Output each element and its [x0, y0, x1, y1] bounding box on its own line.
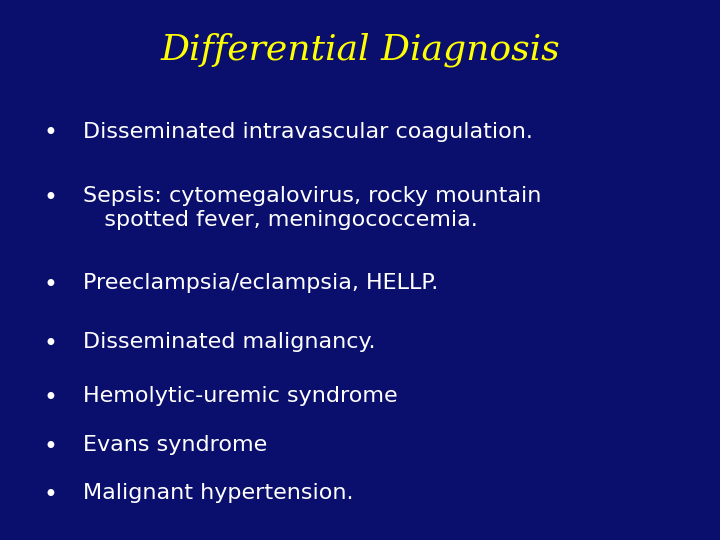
Text: •: • [43, 273, 58, 296]
Text: Evans syndrome: Evans syndrome [83, 435, 267, 455]
Text: Preeclampsia/eclampsia, HELLP.: Preeclampsia/eclampsia, HELLP. [83, 273, 438, 293]
Text: Malignant hypertension.: Malignant hypertension. [83, 483, 354, 503]
Text: Disseminated intravascular coagulation.: Disseminated intravascular coagulation. [83, 122, 533, 141]
Text: Differential Diagnosis: Differential Diagnosis [160, 32, 560, 67]
Text: •: • [43, 332, 58, 356]
Text: •: • [43, 386, 58, 410]
Text: Sepsis: cytomegalovirus, rocky mountain
   spotted fever, meningococcemia.: Sepsis: cytomegalovirus, rocky mountain … [83, 186, 541, 230]
Text: •: • [43, 435, 58, 458]
Text: Disseminated malignancy.: Disseminated malignancy. [83, 332, 375, 352]
Text: •: • [43, 483, 58, 507]
Text: Hemolytic-uremic syndrome: Hemolytic-uremic syndrome [83, 386, 397, 406]
Text: •: • [43, 122, 58, 145]
Text: •: • [43, 186, 58, 210]
